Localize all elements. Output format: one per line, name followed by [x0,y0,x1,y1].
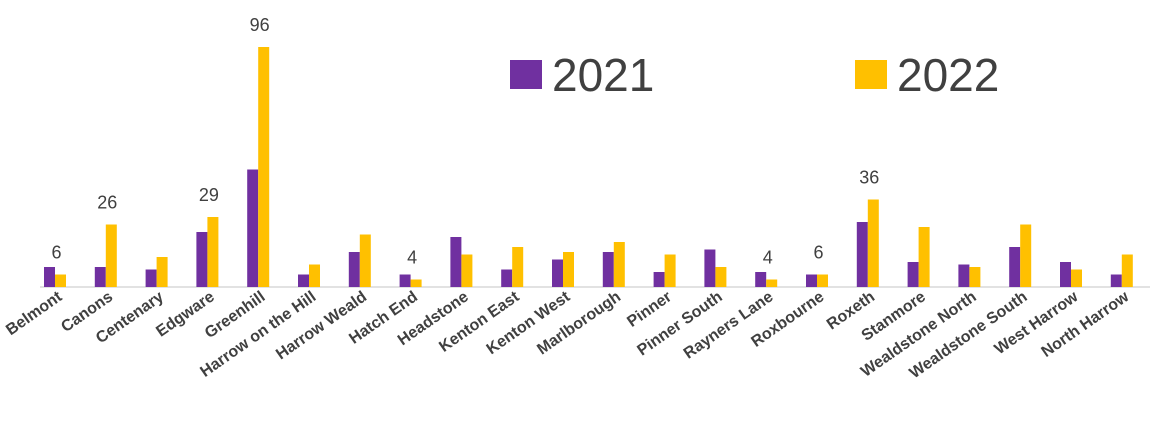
bar-hatch-end-2022 [410,279,422,287]
bar-harrow-on-the-hill-2022 [309,264,320,287]
bar-canons-2021 [94,267,106,287]
bar-edgware-2021 [196,232,208,287]
bar-wealdstone-south-2022 [1020,224,1032,287]
bar-pinner-2022 [664,254,676,287]
data-label-roxeth: 36 [859,168,879,188]
bar-centenary-2021 [145,269,157,287]
bar-kenton-east-2022 [512,247,524,287]
bar-harrow-weald-2022 [359,234,371,287]
bar-harrow-weald-2021 [348,252,360,287]
data-label-roxbourne: 6 [813,243,823,263]
bar-pinner-2021 [653,272,665,287]
bar-roxbourne-2022 [817,274,828,287]
category-label-belmont: Belmont [3,288,66,339]
bar-wealdstone-north-2021 [958,264,970,287]
category-labels-group: BelmontCanonsCentenaryEdgwareGreenhillHa… [3,288,1132,382]
data-label-belmont: 6 [51,243,61,263]
data-label-greenhill: 96 [250,15,270,35]
data-label-hatch-end: 4 [407,248,417,268]
bar-rayners-lane-2022 [766,279,778,287]
bar-harrow-on-the-hill-2021 [298,274,309,287]
bar-greenhill-2022 [258,47,270,287]
bar-marlborough-2022 [613,242,625,287]
bar-rayners-lane-2021 [755,272,767,287]
legend-swatch-2021 [510,60,542,89]
bar-kenton-west-2022 [563,252,574,287]
bar-stanmore-2021 [907,262,919,287]
bar-west-harrow-2022 [1071,269,1082,287]
legend-label-2022: 2022 [897,49,999,101]
bar-roxeth-2021 [856,222,868,287]
bar-belmont-2022 [55,274,66,287]
data-label-rayners-lane: 4 [763,248,773,268]
bar-roxeth-2022 [867,199,879,287]
bar-wealdstone-north-2022 [969,267,981,287]
data-labels-group: 6 26 29 96 4 4 6 36 [51,15,879,268]
bar-pinner-south-2022 [715,267,727,287]
category-label-harrow-weald: Harrow Weald [273,288,370,363]
bar-hatch-end-2021 [399,274,411,287]
category-label-north-harrow: North Harrow [1039,288,1133,361]
bar-edgware-2022 [207,217,219,287]
bar-canons-2022 [105,224,117,287]
bar-marlborough-2021 [602,252,614,287]
bar-north-harrow-2021 [1110,274,1122,287]
data-label-edgware: 29 [199,185,219,205]
legend: 2021 2022 [510,49,999,101]
legend-swatch-2022 [855,60,887,89]
legend-label-2021: 2021 [552,49,654,101]
bar-west-harrow-2021 [1060,262,1071,287]
bar-kenton-west-2021 [552,259,563,287]
bar-headstone-2021 [450,237,462,287]
bar-north-harrow-2022 [1121,254,1133,287]
bar-roxbourne-2021 [806,274,817,287]
bar-belmont-2021 [44,267,55,287]
category-label-rayners-lane: Rayners Lane [681,288,777,362]
bars-group [44,47,1133,287]
bar-pinner-south-2021 [704,249,716,287]
bar-wealdstone-south-2021 [1009,247,1021,287]
bar-stanmore-2022 [918,227,930,287]
bar-greenhill-2021 [247,169,259,287]
data-label-canons: 26 [97,193,117,213]
bar-headstone-2022 [461,254,473,287]
bar-kenton-east-2021 [501,269,513,287]
bar-centenary-2022 [156,257,168,287]
